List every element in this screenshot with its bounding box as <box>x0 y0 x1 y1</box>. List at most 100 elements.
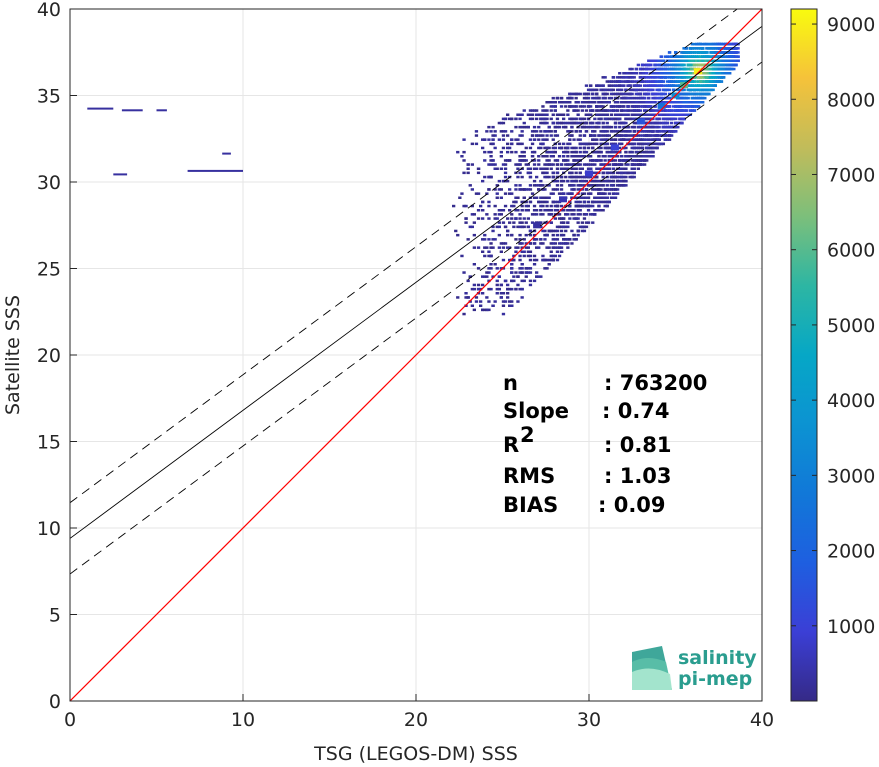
density-bin <box>539 117 543 121</box>
density-bin <box>572 175 576 179</box>
density-bin <box>535 175 539 179</box>
density-bin <box>597 167 601 170</box>
density-bin <box>630 72 634 75</box>
density-bin <box>487 300 491 303</box>
density-bin <box>640 72 645 75</box>
density-bin <box>489 263 493 266</box>
density-bin <box>705 59 709 62</box>
density-bin <box>497 121 501 125</box>
density-bin <box>609 150 614 154</box>
density-bin <box>645 150 649 154</box>
density-bin <box>564 229 568 233</box>
density-bin <box>672 113 676 116</box>
density-bin <box>520 159 524 162</box>
density-bin <box>495 167 499 170</box>
density-bin <box>705 76 709 79</box>
density-bin <box>692 92 697 96</box>
density-bin <box>682 47 686 50</box>
density-bin <box>599 192 603 195</box>
density-bin <box>520 242 524 245</box>
density-bin <box>624 88 628 92</box>
density-bin <box>715 51 719 54</box>
density-bin <box>576 101 580 104</box>
density-bin <box>707 47 711 50</box>
density-bin <box>543 117 547 121</box>
density-bin <box>609 84 614 87</box>
density-bin <box>721 67 726 71</box>
density-bin <box>657 88 661 92</box>
density-bin <box>532 204 537 208</box>
density-bin <box>566 213 570 216</box>
density-bin <box>510 267 514 270</box>
density-bin <box>591 204 595 208</box>
density-bin <box>570 121 574 125</box>
density-bin <box>497 138 501 141</box>
density-bin <box>572 188 576 191</box>
density-bin <box>481 250 485 253</box>
density-bin <box>684 113 688 116</box>
density-bin <box>535 213 539 216</box>
density-bin <box>503 117 508 121</box>
density-bin <box>609 179 614 183</box>
density-bin <box>553 101 557 104</box>
density-bin <box>711 72 715 75</box>
y-tick-label: 25 <box>37 259 61 281</box>
density-bin <box>535 134 539 137</box>
density-bin <box>572 179 576 183</box>
density-bin <box>535 238 539 241</box>
density-bin <box>711 47 715 50</box>
density-bin <box>524 267 528 270</box>
density-bin <box>661 113 665 116</box>
density-bin <box>663 130 667 133</box>
density-bin <box>699 59 703 62</box>
density-bin <box>630 146 634 150</box>
density-bin <box>672 76 676 79</box>
density-bin <box>674 72 678 75</box>
density-bin <box>622 134 626 137</box>
density-bin <box>555 250 560 253</box>
density-bin <box>632 109 636 112</box>
density-bin <box>597 204 601 208</box>
density-bin <box>574 150 578 154</box>
density-bin <box>532 125 537 129</box>
density-bin <box>609 125 614 129</box>
density-bin <box>651 150 655 154</box>
density-bin <box>605 167 609 170</box>
density-bin <box>672 130 676 133</box>
density-bin <box>574 196 578 199</box>
density-bin <box>566 155 570 158</box>
density-bin <box>499 167 503 170</box>
density-bin <box>516 196 520 199</box>
density-bin <box>709 88 713 92</box>
density-bin <box>520 155 524 158</box>
density-bin <box>508 117 512 121</box>
density-bin <box>605 196 609 199</box>
density-bin <box>703 51 707 54</box>
density-bin <box>518 213 522 216</box>
density-bin <box>487 175 491 179</box>
density-bin <box>499 155 503 158</box>
density-bin <box>566 96 570 100</box>
density-bin <box>730 55 734 58</box>
density-bin <box>611 76 616 79</box>
density-bin <box>532 196 537 199</box>
density-bin <box>630 155 634 158</box>
density-bin <box>607 117 611 121</box>
density-bin <box>586 125 591 129</box>
density-bin <box>622 96 626 100</box>
density-bin <box>697 96 701 100</box>
density-bin <box>699 42 703 46</box>
density-bin <box>601 200 605 204</box>
density-bin <box>643 113 647 116</box>
density-bin <box>701 76 705 79</box>
density-bin <box>663 67 667 71</box>
density-bin <box>663 101 667 104</box>
density-bin <box>503 300 508 303</box>
density-bin <box>576 121 580 125</box>
density-bin <box>572 117 576 121</box>
density-bin <box>663 138 667 141</box>
density-bin <box>572 105 576 108</box>
density-bin <box>580 101 584 104</box>
